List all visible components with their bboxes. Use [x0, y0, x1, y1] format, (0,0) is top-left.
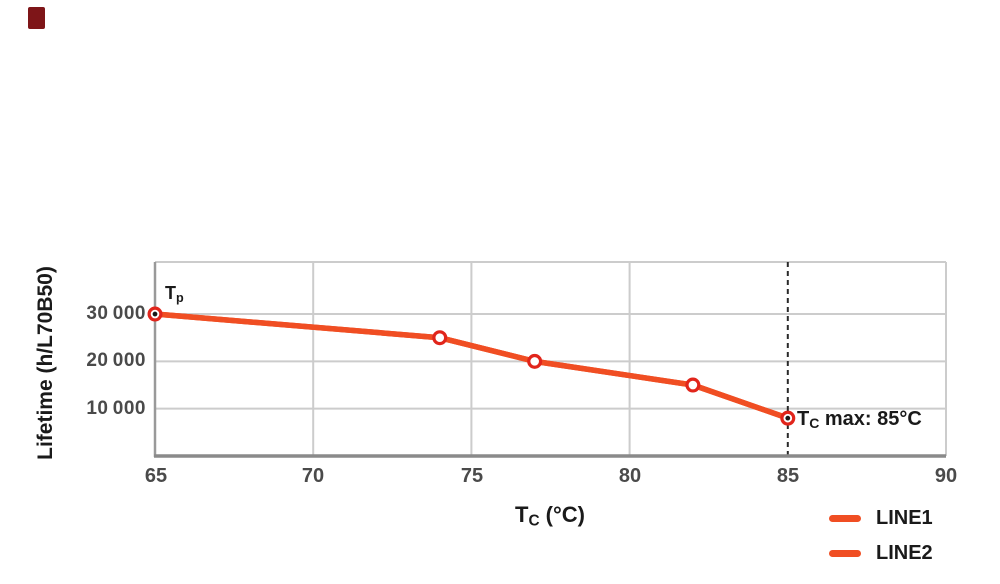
y-tick-30000: 30 000	[86, 303, 146, 324]
x-axis-title-main: T	[514, 502, 529, 527]
annotation-tc-max-main: T	[797, 408, 810, 430]
y-tick-20000: 20 000	[86, 350, 146, 371]
x-axis-title-sub: C	[528, 512, 540, 530]
annotation-tp-sub: p	[176, 290, 184, 305]
x-tick-85: 85	[776, 465, 800, 487]
legend-label-line1: LINE1	[876, 507, 933, 529]
y-axis-title: Lifetime (h/L70B50)	[34, 266, 57, 460]
legend-label-line2: LINE2	[876, 542, 933, 564]
annotation-tc-max: TC max: 85°C	[797, 408, 922, 431]
y-tick-10000: 10 000	[86, 398, 146, 419]
annotation-tp: Tp	[165, 283, 184, 305]
annotation-tp-main: T	[165, 283, 176, 303]
x-axis-title-rest: (°C)	[539, 502, 586, 527]
x-tick-70: 70	[301, 465, 325, 487]
x-tick-90: 90	[934, 465, 958, 487]
corner-brand-mark	[28, 7, 45, 29]
chart-legend: LINE1 LINE2	[829, 508, 979, 578]
line2-swatch-icon	[829, 549, 861, 557]
annotation-tc-max-rest: max: 85°C	[819, 408, 922, 430]
line1-swatch-icon	[829, 514, 861, 522]
x-tick-75: 75	[460, 465, 484, 487]
annotation-tc-max-sub: C	[809, 415, 820, 432]
legend-item-line1: LINE1	[829, 508, 979, 528]
legend-item-line2: LINE2	[829, 543, 979, 563]
x-tick-65: 65	[144, 465, 168, 487]
x-axis-title: TC (°C)	[470, 502, 630, 530]
x-tick-80: 80	[618, 465, 642, 487]
